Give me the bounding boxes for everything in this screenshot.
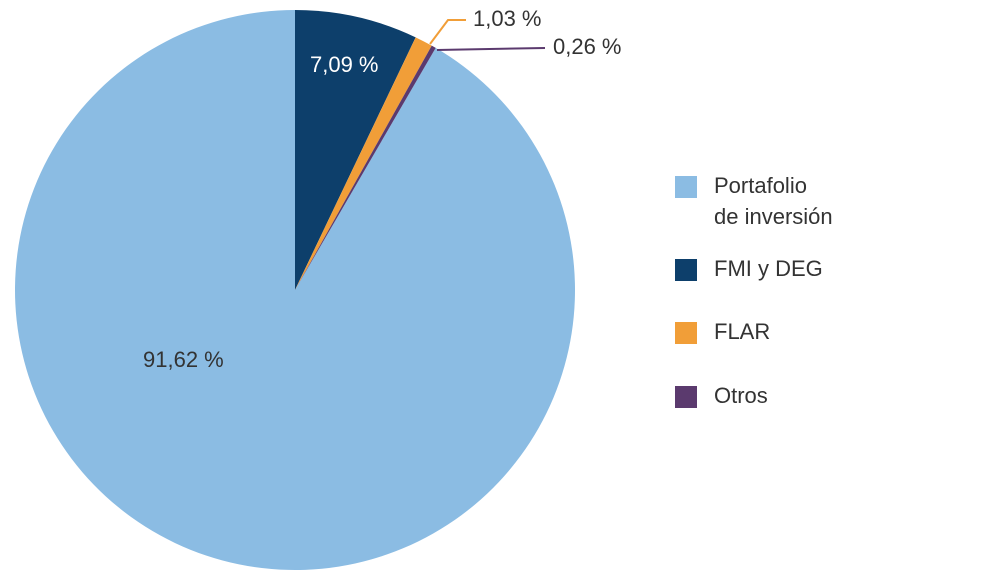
pie-slice — [295, 45, 436, 291]
pie-slice — [295, 37, 432, 291]
legend-label: FLAR — [714, 319, 770, 344]
legend-swatch — [675, 259, 697, 281]
legend-label: Portafolio de inversión — [714, 173, 833, 229]
legend-swatch — [675, 386, 697, 408]
data-label: 91,62 % — [143, 347, 224, 372]
legend-label: FMI y DEG — [714, 256, 823, 281]
legend-swatch — [675, 322, 697, 344]
data-label: 0,26 % — [553, 34, 622, 59]
data-label: 1,03 % — [473, 6, 542, 31]
data-label: 7,09 % — [310, 52, 379, 77]
leader-line — [429, 19, 466, 45]
legend-swatch — [675, 176, 697, 198]
legend: Portafolio de inversión FMI y DEG FLAR Otro… — [675, 173, 833, 408]
leader-line — [436, 47, 546, 51]
legend-label: Otros — [714, 383, 768, 408]
pie-slice — [295, 10, 416, 290]
slices — [15, 10, 576, 570]
